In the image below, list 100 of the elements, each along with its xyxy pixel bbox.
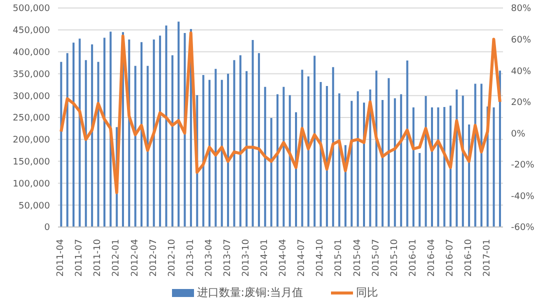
bar [239, 55, 242, 227]
bar [356, 91, 359, 227]
y-tick-label: 250,000 [12, 114, 50, 124]
bar [91, 44, 94, 227]
bar [369, 89, 372, 227]
bar [233, 60, 236, 227]
bar [103, 38, 106, 227]
y-tick-label: 450,000 [12, 26, 50, 36]
bar [437, 107, 440, 227]
y-tick-label: 50,000 [18, 201, 50, 212]
x-tick-label: 2014-01 [260, 239, 270, 277]
bar [424, 96, 427, 227]
bar [332, 67, 334, 227]
x-tick-label: 2015-04 [352, 238, 363, 277]
bar [78, 38, 81, 227]
bar [468, 124, 470, 227]
bar [202, 75, 204, 227]
bar [97, 62, 100, 227]
x-tick-label: 2016-07 [445, 239, 456, 277]
y2-tick-label: 60% [511, 35, 532, 46]
bar [84, 60, 87, 227]
bar [146, 66, 149, 227]
bar [400, 94, 402, 227]
x-tick-label: 2017-01 [482, 239, 493, 277]
y-tick-label: 150,000 [12, 157, 50, 168]
x-tick-label: 2013-04 [204, 238, 214, 277]
bar [165, 26, 168, 227]
bar [276, 94, 278, 227]
y2-tick-label: 40% [511, 66, 532, 77]
bar [208, 80, 210, 227]
bar [430, 107, 433, 227]
legend-label: 同比 [356, 285, 378, 300]
y2-tick-label: -20% [511, 160, 535, 171]
bar [326, 86, 328, 227]
bar [314, 56, 316, 227]
y-tick-label: 500,000 [12, 4, 50, 14]
line-series [60, 32, 502, 194]
x-tick-label: 2014-10 [316, 238, 326, 277]
bar [288, 95, 291, 227]
x-tick-label: 2014-07 [297, 239, 308, 277]
bar [178, 22, 180, 227]
bar [110, 32, 112, 227]
bar [462, 96, 464, 227]
x-tick-label: 2016-01 [408, 239, 418, 277]
x-tick-label: 2012-04 [130, 238, 140, 277]
bar [66, 53, 68, 227]
x-tick-label: 2016-10 [464, 238, 474, 277]
bar [227, 74, 230, 227]
bar [350, 100, 353, 227]
x-tick-label: 2012-01 [112, 239, 122, 277]
bar [134, 66, 136, 227]
x-tick-label: 2012-07 [148, 239, 159, 277]
bar [258, 53, 260, 227]
y2-tick-label: -60% [511, 223, 535, 234]
y-tick-label: 200,000 [12, 136, 50, 146]
bar [307, 76, 310, 227]
bar [412, 107, 414, 227]
y-tick-label: 0 [44, 223, 50, 234]
bar [159, 36, 162, 227]
bar [320, 82, 322, 227]
x-tick-label: 2015-07 [371, 239, 382, 277]
y-tick-label: 300,000 [12, 92, 50, 102]
bar [498, 70, 501, 227]
x-tick-label: 2013-01 [186, 239, 196, 277]
bar [282, 86, 285, 227]
bar [480, 84, 482, 227]
bar [363, 102, 366, 227]
bar [382, 100, 384, 227]
y-tick-label: 350,000 [12, 70, 50, 80]
y-tick-label: 400,000 [12, 48, 50, 58]
bar [140, 42, 143, 227]
bar [60, 62, 62, 227]
bar [270, 118, 272, 227]
x-tick-label: 2015-10 [390, 238, 400, 277]
bar [375, 70, 378, 227]
x-tick-label: 2011-04 [56, 238, 66, 277]
x-tick-label: 2013-07 [222, 239, 233, 277]
bar [418, 152, 421, 227]
bar [246, 71, 248, 227]
y2-tick-label: 20% [511, 98, 532, 108]
bar [492, 107, 495, 227]
bar [301, 70, 304, 227]
x-tick-label: 2015-01 [334, 239, 344, 277]
y-tick-label: 100,000 [12, 179, 50, 190]
bar [214, 68, 217, 227]
y2-tick-label: 80% [511, 4, 532, 14]
bar [252, 40, 254, 227]
y2-tick-label: -40% [511, 192, 535, 202]
bar [171, 55, 174, 227]
x-tick-label: 2011-10 [93, 238, 104, 277]
bar [394, 98, 396, 227]
bar [152, 40, 155, 227]
x-tick-label: 2016-04 [426, 238, 437, 277]
bar [443, 106, 446, 227]
x-tick-label: 2014-04 [278, 238, 289, 277]
y2-tick-label: 0% [511, 129, 526, 140]
x-tick-label: 2012-10 [167, 238, 178, 277]
bar [264, 86, 266, 227]
bar [338, 93, 340, 227]
bar [406, 60, 408, 227]
